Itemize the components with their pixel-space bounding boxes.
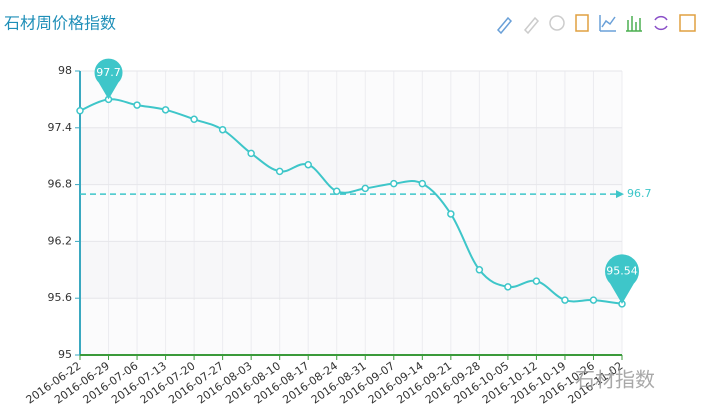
- tool-icon[interactable]: [654, 15, 668, 31]
- grid-band: [80, 71, 622, 128]
- y-tick-label: 96.8: [48, 178, 73, 191]
- point: [190, 115, 198, 124]
- grid-band: [80, 184, 622, 242]
- point: [218, 125, 227, 134]
- mark-pin-label: 97.7: [96, 66, 121, 79]
- point: [247, 149, 255, 158]
- point: [361, 184, 370, 193]
- mark-pin: [94, 58, 123, 100]
- point: [561, 296, 569, 304]
- tool-icon[interactable]: [599, 15, 616, 32]
- point: [304, 160, 312, 169]
- toolbox: [496, 14, 696, 35]
- chart-title: 石材周价格指数: [4, 14, 116, 33]
- grid-band: [80, 298, 622, 355]
- point: [133, 101, 141, 109]
- point: [475, 266, 484, 274]
- tool-icon[interactable]: [496, 16, 513, 35]
- mark-pin-label: 95.54: [606, 265, 638, 278]
- grid-band: [80, 241, 622, 299]
- average-label: 96.7: [627, 187, 652, 200]
- tool-icon[interactable]: [679, 14, 696, 32]
- tool-icon[interactable]: [523, 16, 540, 35]
- point: [418, 179, 427, 188]
- mark-pin: [605, 254, 639, 304]
- average-arrow: [616, 190, 624, 199]
- y-tick-label: 97.4: [48, 121, 73, 134]
- y-tick-label: 95.6: [48, 291, 73, 304]
- tool-icon[interactable]: [626, 16, 642, 32]
- tool-icon[interactable]: [549, 15, 565, 31]
- point: [447, 210, 455, 218]
- y-tick-label: 98: [58, 64, 72, 77]
- grid-band: [80, 127, 622, 185]
- point: [504, 283, 512, 291]
- y-tick-label: 96.2: [48, 234, 73, 247]
- point: [532, 277, 541, 285]
- tool-icon[interactable]: [575, 14, 589, 32]
- point: [161, 106, 170, 114]
- point: [390, 179, 398, 188]
- point: [332, 187, 341, 195]
- point: [76, 107, 84, 115]
- watermark: 石材指数: [575, 368, 655, 392]
- point: [275, 167, 284, 176]
- y-tick-label: 95: [58, 348, 72, 361]
- point: [589, 296, 598, 304]
